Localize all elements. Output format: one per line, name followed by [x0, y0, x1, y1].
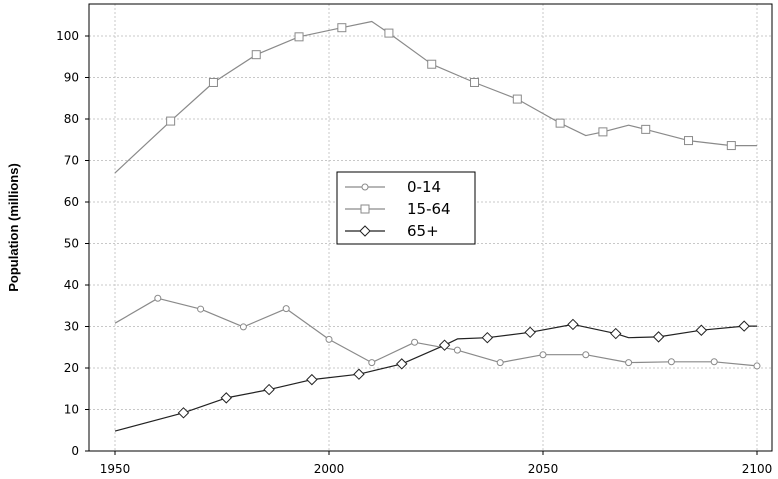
data-point — [438, 339, 451, 351]
legend-marker — [361, 183, 369, 191]
data-point — [753, 362, 761, 370]
y-axis-title: Population (millions) — [6, 163, 21, 292]
data-point — [481, 331, 494, 344]
series-line — [114, 323, 757, 432]
legend-marker — [359, 225, 371, 237]
data-point — [251, 50, 261, 60]
y-tick-label: 0 — [71, 444, 79, 458]
data-point — [453, 346, 461, 354]
legend-item: 15-64 — [345, 200, 451, 218]
series-line — [114, 297, 758, 367]
data-point — [610, 327, 622, 340]
y-tick-label: 70 — [64, 154, 79, 168]
data-point — [294, 32, 304, 42]
data-point — [524, 326, 536, 339]
data-point — [263, 383, 275, 396]
series-layer — [114, 20, 761, 432]
data-point — [411, 338, 419, 346]
data-point — [239, 323, 247, 331]
data-point — [470, 77, 480, 87]
data-point — [567, 318, 579, 331]
data-point — [197, 305, 205, 313]
y-tick-label: 90 — [64, 71, 79, 85]
x-tick-label: 1950 — [100, 462, 131, 476]
data-point — [396, 358, 408, 370]
y-tick-label: 80 — [64, 112, 79, 126]
y-tick-label: 100 — [56, 29, 79, 43]
y-tick-label: 30 — [64, 320, 79, 334]
x-tick-label: 2000 — [314, 462, 345, 476]
data-point — [337, 23, 347, 33]
series-0-14 — [114, 294, 761, 370]
legend: 0-14 15-64 65+ — [336, 171, 476, 245]
data-point — [368, 359, 376, 367]
data-point — [306, 373, 318, 386]
data-point — [641, 124, 651, 134]
x-tick-label: 2050 — [528, 462, 559, 476]
legend-marker — [360, 204, 370, 214]
axis-ticks: 0 10 20 30 40 50 60 70 80 90 100 1950 2000 2050 2100 — [56, 29, 772, 476]
data-point — [598, 127, 608, 137]
data-point — [154, 294, 162, 302]
legend-box — [336, 171, 476, 245]
data-point — [738, 320, 750, 332]
y-tick-label: 10 — [64, 403, 79, 417]
data-point — [325, 335, 333, 343]
y-tick-label: 20 — [64, 361, 79, 375]
legend-label: 15-64 — [407, 200, 451, 218]
data-point — [427, 59, 437, 69]
data-point — [652, 331, 665, 343]
y-tick-label: 50 — [64, 237, 79, 251]
plot-frame — [88, 3, 773, 452]
legend-label: 65+ — [407, 222, 439, 240]
y-tick-label: 40 — [64, 278, 79, 292]
data-point — [208, 77, 218, 87]
data-point — [166, 116, 176, 126]
data-point — [555, 118, 565, 128]
y-tick-label: 60 — [64, 195, 79, 209]
data-point — [282, 305, 290, 313]
series-65plus — [114, 318, 757, 432]
data-point — [539, 351, 547, 359]
data-point — [384, 28, 394, 38]
data-point — [353, 368, 365, 380]
x-tick-label: 2100 — [742, 462, 773, 476]
data-point — [667, 358, 675, 366]
series-15-64 — [114, 20, 757, 174]
data-point — [512, 94, 522, 104]
data-point — [710, 358, 718, 366]
data-point — [220, 392, 232, 404]
series-line — [114, 20, 757, 174]
data-point — [695, 324, 708, 336]
data-point — [625, 359, 633, 367]
data-point — [726, 141, 736, 151]
data-point — [177, 407, 190, 419]
legend-label: 0-14 — [407, 178, 441, 196]
data-point — [582, 351, 590, 359]
legend-item: 65+ — [345, 222, 439, 240]
data-point — [496, 359, 504, 367]
data-point — [684, 136, 694, 146]
legend-item: 0-14 — [345, 178, 441, 196]
